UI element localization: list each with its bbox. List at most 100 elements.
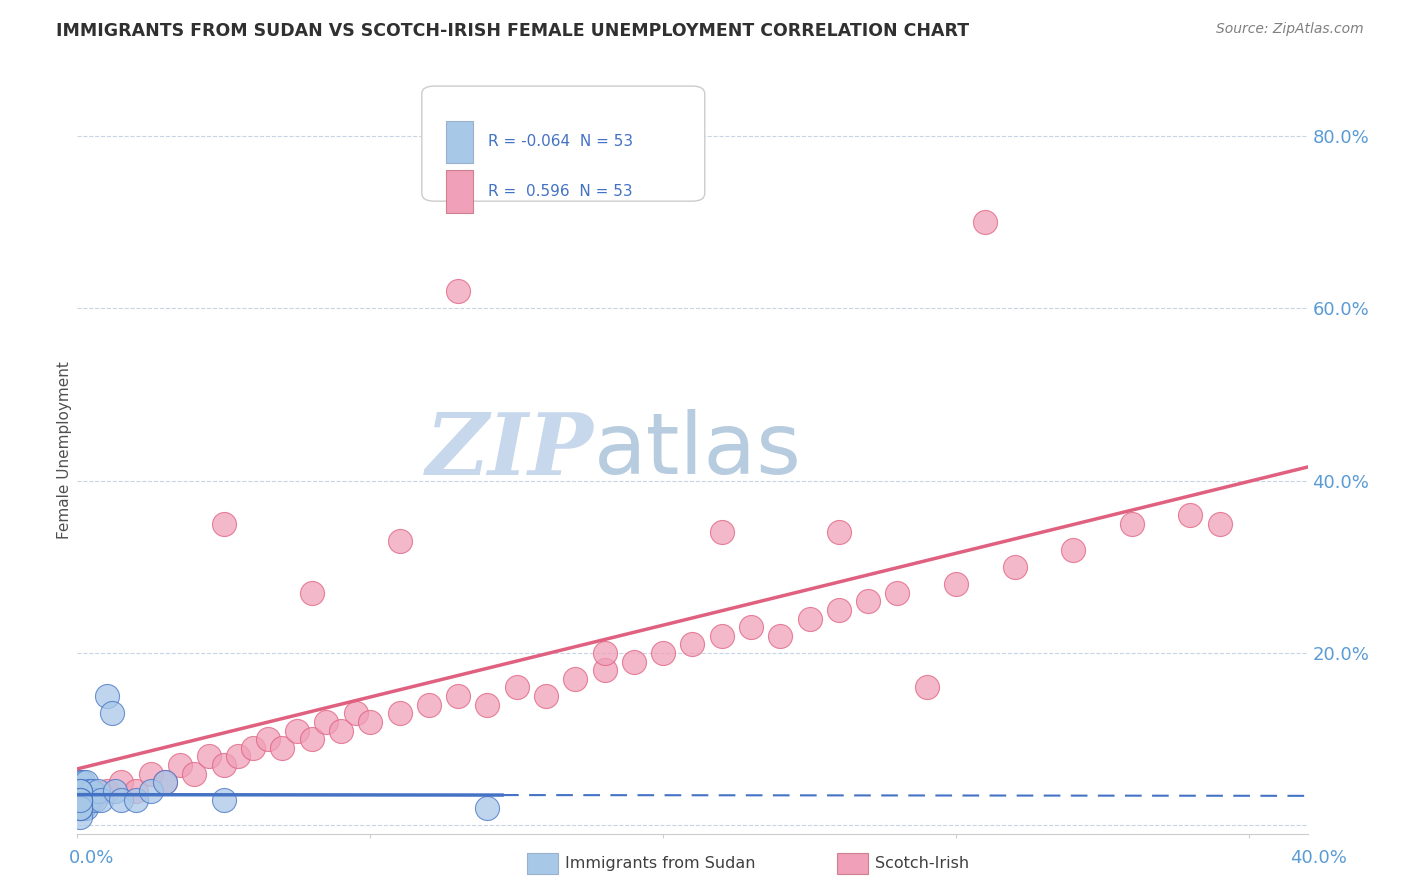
Point xyxy=(447,689,470,703)
Point xyxy=(359,714,381,729)
Text: Immigrants from Sudan: Immigrants from Sudan xyxy=(565,856,755,871)
Point xyxy=(75,792,97,806)
Point xyxy=(1209,516,1232,531)
Text: ZIP: ZIP xyxy=(426,409,595,492)
Point xyxy=(271,740,294,755)
Point xyxy=(69,801,91,815)
Point xyxy=(198,749,221,764)
Point xyxy=(344,706,367,721)
Point xyxy=(886,585,908,599)
Point xyxy=(652,646,675,660)
Point xyxy=(90,792,112,806)
Point xyxy=(212,516,235,531)
Point xyxy=(101,706,124,721)
Text: R =  0.596  N = 53: R = 0.596 N = 53 xyxy=(488,184,633,199)
Point xyxy=(75,801,97,815)
Point xyxy=(72,784,94,798)
Point xyxy=(1180,508,1202,522)
Text: IMMIGRANTS FROM SUDAN VS SCOTCH-IRISH FEMALE UNEMPLOYMENT CORRELATION CHART: IMMIGRANTS FROM SUDAN VS SCOTCH-IRISH FE… xyxy=(56,22,969,40)
Point xyxy=(69,801,91,815)
Text: 0.0%: 0.0% xyxy=(69,849,114,867)
Point xyxy=(169,758,191,772)
Point xyxy=(315,714,337,729)
Point xyxy=(69,784,91,798)
Point xyxy=(69,801,91,815)
Point xyxy=(710,629,733,643)
Point xyxy=(72,775,94,789)
Point xyxy=(69,810,91,824)
Point xyxy=(72,801,94,815)
Point xyxy=(69,801,91,815)
Point xyxy=(69,792,91,806)
Point xyxy=(183,766,205,780)
Text: Source: ZipAtlas.com: Source: ZipAtlas.com xyxy=(1216,22,1364,37)
Point xyxy=(69,801,91,815)
Point xyxy=(80,784,103,798)
Point xyxy=(69,775,91,789)
FancyBboxPatch shape xyxy=(422,87,704,202)
Point xyxy=(153,775,177,789)
Point xyxy=(945,577,967,591)
Point xyxy=(75,792,97,806)
Point xyxy=(96,784,118,798)
Point xyxy=(69,801,91,815)
Point xyxy=(828,525,851,540)
Point xyxy=(242,740,264,755)
Point xyxy=(1121,516,1143,531)
Point xyxy=(69,801,91,815)
Point xyxy=(72,792,94,806)
Point xyxy=(72,801,94,815)
Point xyxy=(388,533,411,548)
Point xyxy=(139,766,162,780)
Point xyxy=(506,681,529,695)
Point xyxy=(593,663,616,677)
Point xyxy=(69,801,91,815)
Point xyxy=(477,801,499,815)
Point xyxy=(769,629,792,643)
Point xyxy=(69,792,91,806)
Point xyxy=(682,637,704,651)
Point xyxy=(418,698,440,712)
Point xyxy=(301,732,323,747)
Point xyxy=(256,732,278,747)
Point xyxy=(974,215,997,229)
Point xyxy=(72,784,94,798)
Point xyxy=(77,792,100,806)
Point xyxy=(69,801,91,815)
Point xyxy=(212,758,235,772)
Point xyxy=(858,594,880,608)
Point xyxy=(915,681,938,695)
Point xyxy=(84,792,107,806)
Point xyxy=(1062,542,1084,557)
Point xyxy=(110,775,132,789)
Point xyxy=(477,698,499,712)
Y-axis label: Female Unemployment: Female Unemployment xyxy=(56,361,72,540)
Point xyxy=(72,792,94,806)
FancyBboxPatch shape xyxy=(447,120,474,163)
Point xyxy=(110,792,132,806)
Point xyxy=(69,775,91,789)
Point xyxy=(564,672,586,686)
Point xyxy=(75,784,97,798)
Point xyxy=(153,775,177,789)
Text: atlas: atlas xyxy=(595,409,801,492)
Point xyxy=(69,792,91,806)
Point xyxy=(301,585,323,599)
Point xyxy=(740,620,762,634)
Point xyxy=(212,792,235,806)
Point xyxy=(828,603,851,617)
Point xyxy=(104,784,127,798)
Point xyxy=(125,784,148,798)
Point xyxy=(77,784,100,798)
Point xyxy=(710,525,733,540)
Text: Scotch-Irish: Scotch-Irish xyxy=(875,856,969,871)
Point xyxy=(69,784,91,798)
Point xyxy=(96,689,118,703)
Point xyxy=(1004,559,1026,574)
Point xyxy=(228,749,250,764)
Point xyxy=(623,655,645,669)
Point xyxy=(87,784,110,798)
Point xyxy=(80,792,103,806)
Text: R = -0.064  N = 53: R = -0.064 N = 53 xyxy=(488,134,633,149)
Point xyxy=(125,792,148,806)
